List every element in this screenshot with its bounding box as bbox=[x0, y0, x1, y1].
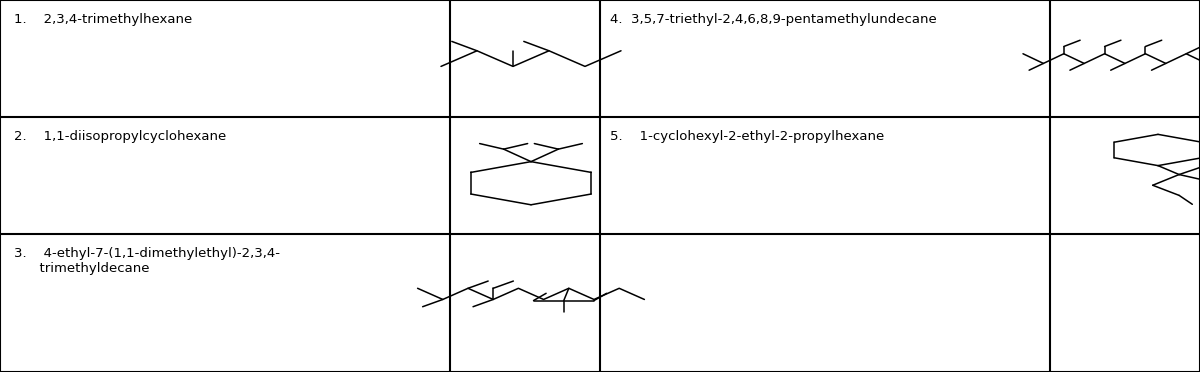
Text: 1.    2,3,4-trimethylhexane: 1. 2,3,4-trimethylhexane bbox=[14, 13, 193, 26]
Text: 5.    1-cyclohexyl-2-ethyl-2-propylhexane: 5. 1-cyclohexyl-2-ethyl-2-propylhexane bbox=[610, 130, 884, 143]
Text: 3.    4-ethyl-7-(1,1-dimethylethyl)-2,3,4-
      trimethyldecane: 3. 4-ethyl-7-(1,1-dimethylethyl)-2,3,4- … bbox=[14, 247, 281, 275]
Text: 4.  3,5,7-triethyl-2,4,6,8,9-pentamethylundecane: 4. 3,5,7-triethyl-2,4,6,8,9-pentamethylu… bbox=[610, 13, 936, 26]
Text: 2.    1,1-diisopropylcyclohexane: 2. 1,1-diisopropylcyclohexane bbox=[14, 130, 227, 143]
